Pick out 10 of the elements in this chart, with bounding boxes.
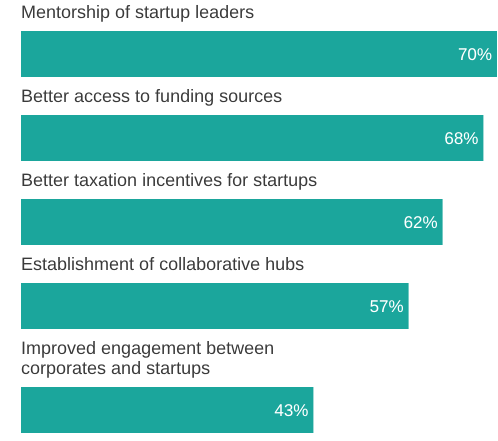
- data-label: 70%: [458, 45, 492, 64]
- y-tick-label: Better taxation incentives for startups: [21, 170, 318, 190]
- data-label: 43%: [274, 401, 308, 420]
- y-tick-label: Improved engagement between corporates and startups: [21, 338, 274, 378]
- y-tick-label: Mentorship of startup leaders: [21, 2, 254, 22]
- data-label: 68%: [444, 129, 478, 148]
- y-tick-label: Establishment of collaborative hubs: [21, 254, 304, 274]
- y-tick-label: Better access to funding sources: [21, 86, 282, 106]
- data-label: 62%: [404, 213, 438, 232]
- data-label: 57%: [370, 297, 404, 316]
